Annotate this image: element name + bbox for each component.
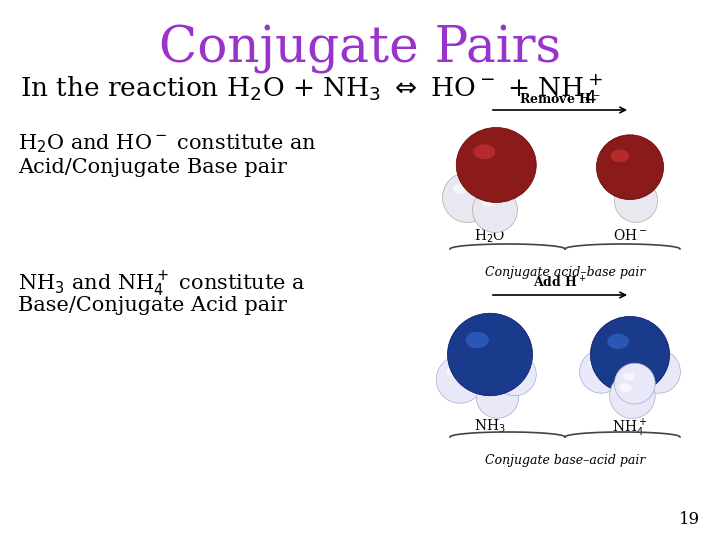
Text: In the reaction H$_2$O + NH$_3$ $\Leftrightarrow$ HO$^-$ + NH$_4^+$: In the reaction H$_2$O + NH$_3$ $\Leftri… [20, 72, 603, 106]
Ellipse shape [619, 383, 632, 392]
Ellipse shape [485, 386, 497, 394]
Ellipse shape [473, 144, 495, 159]
Ellipse shape [472, 187, 518, 233]
Ellipse shape [589, 360, 600, 368]
Text: 19: 19 [679, 511, 700, 528]
Ellipse shape [482, 198, 495, 207]
Ellipse shape [610, 373, 655, 418]
Ellipse shape [596, 135, 664, 200]
Text: H$_2$O and HO$^-$ constitute an: H$_2$O and HO$^-$ constitute an [18, 132, 317, 154]
Ellipse shape [443, 172, 492, 222]
Text: NH$_4^+$: NH$_4^+$ [612, 418, 648, 440]
Ellipse shape [448, 313, 533, 396]
Ellipse shape [453, 184, 467, 194]
Ellipse shape [614, 363, 655, 404]
Text: NH$_3$ and NH$_4^+$ constitute a: NH$_3$ and NH$_4^+$ constitute a [18, 270, 305, 299]
Text: OH$^-$: OH$^-$ [613, 228, 647, 243]
Ellipse shape [466, 332, 489, 348]
Text: Add H$^+$: Add H$^+$ [534, 276, 587, 291]
Ellipse shape [624, 189, 636, 198]
Ellipse shape [494, 353, 536, 396]
Text: H$_2$O: H$_2$O [474, 228, 505, 245]
Ellipse shape [637, 350, 680, 393]
Ellipse shape [446, 367, 459, 376]
Ellipse shape [611, 150, 629, 163]
Ellipse shape [456, 127, 536, 202]
Ellipse shape [623, 373, 634, 381]
Ellipse shape [614, 179, 657, 222]
Ellipse shape [607, 334, 629, 349]
Text: Conjugate acid–base pair: Conjugate acid–base pair [485, 266, 645, 279]
Text: Remove H$^-$: Remove H$^-$ [519, 92, 600, 106]
Ellipse shape [647, 360, 658, 368]
Text: Acid/Conjugate Base pair: Acid/Conjugate Base pair [18, 158, 287, 177]
Text: Base/Conjugate Acid pair: Base/Conjugate Acid pair [18, 296, 287, 315]
Text: NH$_3$: NH$_3$ [474, 418, 506, 435]
Ellipse shape [580, 350, 623, 393]
Ellipse shape [503, 363, 515, 372]
Ellipse shape [590, 316, 670, 393]
Ellipse shape [476, 376, 518, 418]
Text: Conjugate base–acid pair: Conjugate base–acid pair [485, 454, 645, 467]
Ellipse shape [436, 356, 484, 403]
Text: Conjugate Pairs: Conjugate Pairs [159, 25, 561, 75]
